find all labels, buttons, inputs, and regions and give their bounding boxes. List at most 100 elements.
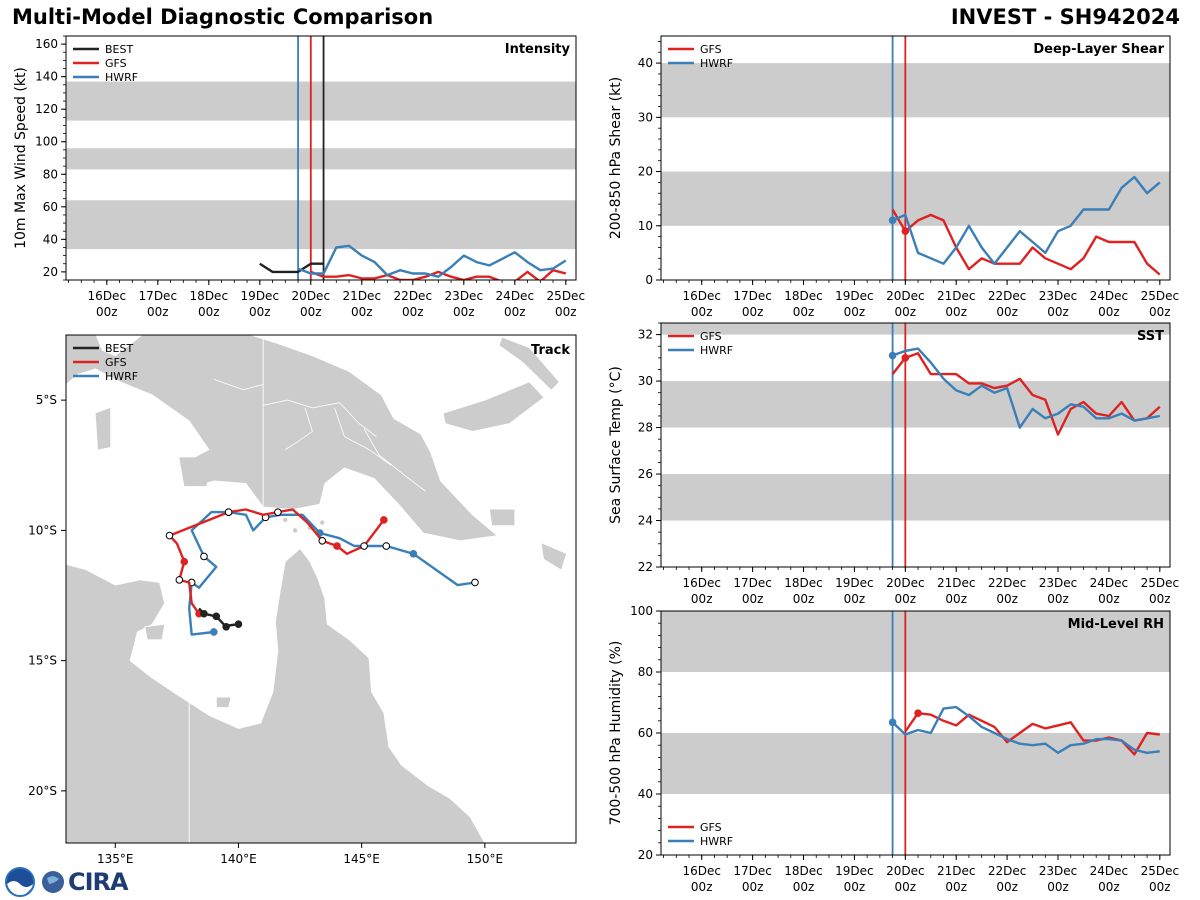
intensity-panel: 20 40 60 80 100 120 140 160 16Dec 00z 17Dec 00z 18De… — [13, 35, 585, 319]
series-line-hwrf — [892, 347, 1161, 429]
x-tick-hour-label: 00z — [1047, 592, 1069, 606]
y-tick-label: 30 — [638, 110, 653, 124]
panel-title: Intensity — [505, 42, 571, 57]
init-marker-gfs — [914, 709, 922, 717]
x-tick-hour-label: 00z — [895, 592, 917, 606]
track-point-gfs — [180, 557, 189, 566]
track-point-best — [200, 609, 208, 618]
x-tick-day-label: 18Dec — [190, 289, 229, 303]
x-tick-hour-label: 00z — [844, 592, 866, 606]
track-panel: 135°E 140°E 145°E 150°E 5°S 10°S 15°S 20°S Track… — [0, 334, 588, 866]
panel-title: Mid-Level RH — [1068, 617, 1164, 632]
x-tick-hour-label: 00z — [504, 305, 526, 319]
y-tick-label: 32 — [638, 328, 653, 342]
x-tick-hour-label: 00z — [351, 305, 373, 319]
arnhem-coast — [0, 556, 54, 580]
storm-id-title: INVEST - SH942024 — [950, 5, 1180, 29]
x-tick-day-label: 22Dec — [988, 864, 1027, 878]
legend-label-best: BEST — [105, 43, 133, 56]
legend-label-hwrf: HWRF — [105, 370, 138, 383]
legend-label-gfs: GFS — [700, 821, 722, 834]
legend-label-gfs: GFS — [700, 43, 722, 56]
x-tick-hour-label: 00z — [742, 305, 764, 319]
x-tick-day-label: 18Dec — [784, 576, 823, 590]
land-layer — [0, 335, 588, 843]
x-tick-day-label: 24Dec — [1090, 289, 1129, 303]
threshold-band — [66, 148, 576, 170]
init-marker-gfs — [901, 227, 910, 235]
bougainville-island — [576, 400, 588, 447]
globe-icon — [42, 871, 64, 893]
y-tick-label: 26 — [638, 467, 653, 481]
louisiade-islands — [541, 543, 567, 570]
x-tick-hour-label: 00z — [844, 305, 866, 319]
x-tick-hour-label: 00z — [945, 880, 967, 894]
x-tick-day-label: 19Dec — [835, 289, 874, 303]
province-border — [363, 428, 426, 492]
dentrecasteaux-islands — [489, 509, 515, 526]
torres-strait-island — [283, 517, 288, 523]
threshold-band — [661, 381, 1170, 428]
x-tick-hour-label: 00z — [1047, 880, 1069, 894]
y-tick-label: 20 — [638, 165, 653, 179]
x-tick-day-label: 16Dec — [682, 289, 721, 303]
x-tick-day-label: 24Dec — [1090, 864, 1129, 878]
x-tick-hour-label: 00z — [1098, 305, 1120, 319]
x-tick-hour-label: 00z — [691, 880, 713, 894]
track-point-gfs — [274, 508, 282, 516]
track-point-gfs — [175, 576, 184, 584]
legend-label-hwrf: HWRF — [700, 57, 733, 70]
x-tick-hour-label: 00z — [402, 305, 424, 319]
legend-label-gfs: GFS — [700, 330, 722, 343]
y-tick-label: 80 — [43, 167, 58, 181]
x-tick-day-label: 17Dec — [733, 576, 772, 590]
y-tick-label: 60 — [638, 726, 653, 740]
init-marker-gfs — [901, 354, 910, 362]
y-tick-label: 10 — [638, 219, 653, 233]
track-point-gfs — [165, 531, 174, 540]
x-tick-hour-label: 00z — [691, 592, 713, 606]
x-tick-hour-label: 00z — [793, 592, 815, 606]
new-guinea-landmass — [66, 335, 499, 542]
track-point-hwrf — [471, 578, 479, 587]
x-tick-hour-label: 00z — [96, 305, 118, 319]
x-tick-day-label: 21Dec — [343, 289, 382, 303]
x-tick-hour-label: 00z — [691, 305, 713, 319]
plot-background — [661, 323, 1170, 567]
panel-title: Track — [531, 343, 570, 358]
x-tick-day-label: 22Dec — [988, 289, 1027, 303]
x-tick-hour-label: 00z — [453, 305, 475, 319]
province-border — [213, 378, 264, 391]
x-tick-day-label: 25Dec — [1141, 576, 1180, 590]
x-tick-hour-label: 00z — [555, 305, 577, 319]
threshold-band — [661, 733, 1170, 794]
province-border — [263, 399, 377, 437]
x-tick-hour-label: 00z — [844, 880, 866, 894]
y-axis-label: 200-850 hPa Shear (kt) — [608, 77, 624, 239]
rh-panel: 20 40 60 80 100 16Dec 00z 17Dec 00z 18Dec 00z 19Dec… — [608, 604, 1179, 894]
init-marker-hwrf — [888, 351, 897, 360]
track-point-hwrf — [200, 552, 208, 561]
lat-tick-label: 10°S — [28, 523, 57, 537]
x-tick-day-label: 17Dec — [733, 864, 772, 878]
y-tick-label: 140 — [35, 70, 58, 84]
panel-title: Deep-Layer Shear — [1033, 42, 1164, 57]
y-tick-label: 0 — [645, 273, 653, 287]
x-tick-day-label: 18Dec — [784, 864, 823, 878]
logo-text: CIRA — [68, 868, 129, 896]
threshold-band — [661, 323, 1170, 335]
y-tick-label: 60 — [43, 200, 58, 214]
x-tick-day-label: 22Dec — [394, 289, 433, 303]
y-tick-label: 20 — [43, 265, 58, 279]
aru-islands — [95, 407, 111, 450]
x-tick-hour-label: 00z — [996, 880, 1018, 894]
x-tick-day-label: 23Dec — [1039, 576, 1078, 590]
track-point-hwrf — [382, 542, 391, 550]
x-tick-hour-label: 00z — [742, 592, 764, 606]
y-tick-label: 160 — [35, 37, 58, 51]
threshold-band — [661, 611, 1170, 672]
series-line-best — [259, 262, 324, 274]
x-tick-day-label: 19Dec — [835, 576, 874, 590]
y-tick-label: 120 — [35, 102, 58, 116]
plot-frame — [660, 35, 1171, 281]
